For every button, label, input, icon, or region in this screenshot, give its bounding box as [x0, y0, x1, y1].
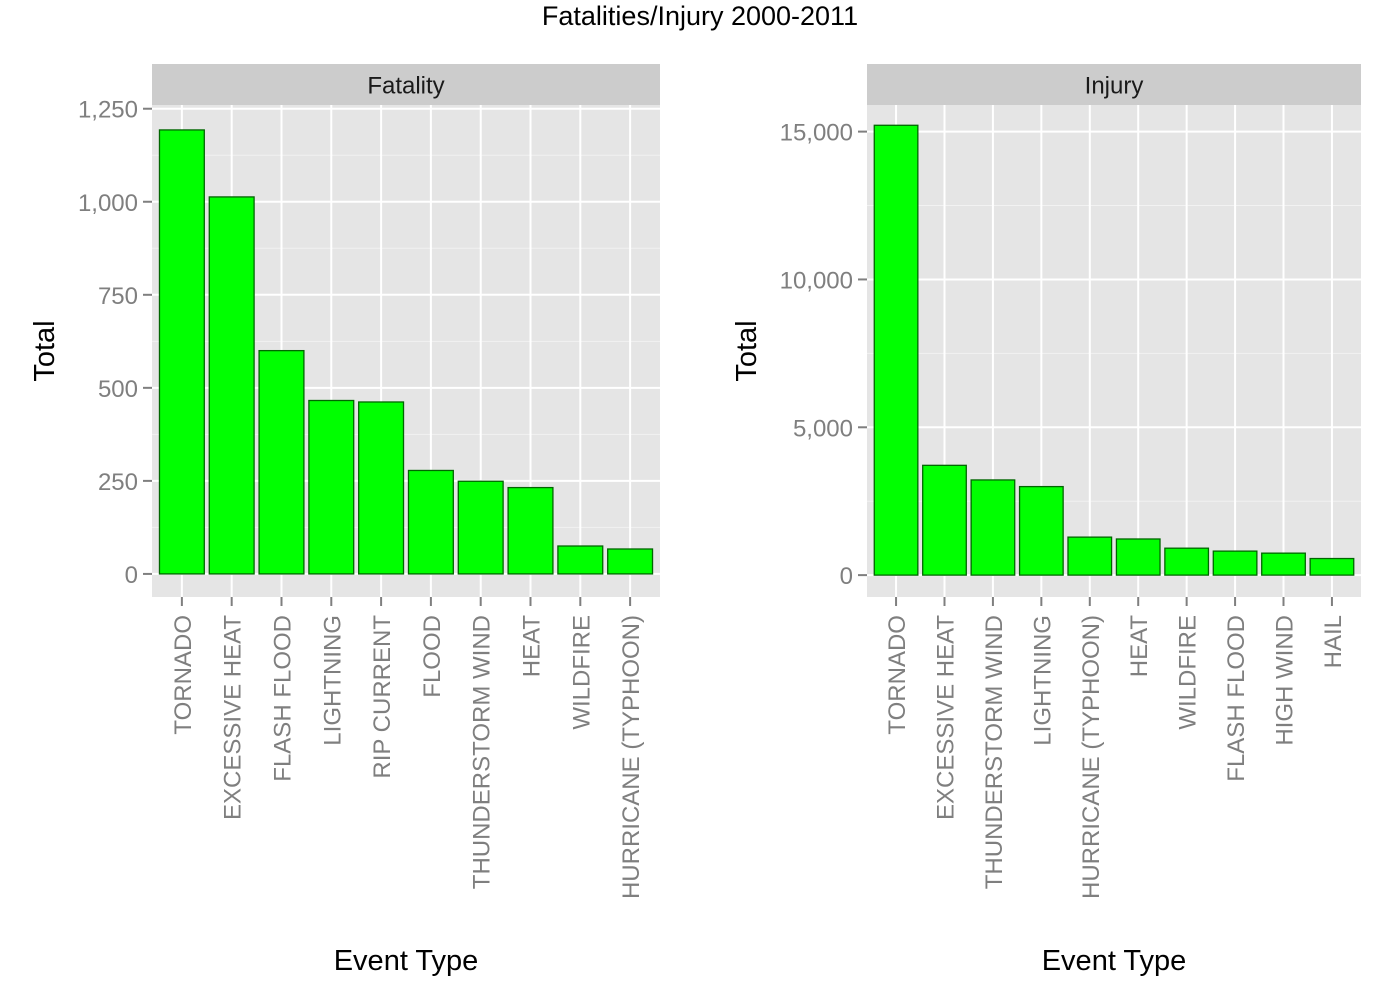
x-tick-label: HAIL	[1320, 615, 1347, 668]
bar-flood	[407, 469, 454, 575]
facet-strip	[867, 64, 1361, 105]
y-tick-label: 1,250	[78, 97, 138, 124]
injury-panel: 0 5,000 10,000 15,000 Injury TORNADO EXCESSIVE…	[731, 64, 1361, 977]
y-tick-label: 1,000	[78, 190, 138, 217]
y-tick-label: 0	[125, 562, 138, 589]
bar-thunderstorm-wind	[970, 479, 1016, 576]
y-tick-label: 15,000	[780, 120, 853, 147]
x-tick-label: EXCESSIVE HEAT	[220, 615, 247, 820]
x-tick-label: WILDFIRE	[568, 615, 595, 730]
bar-hail	[1309, 557, 1355, 576]
bar-wildfire	[557, 545, 604, 575]
y-tick-label: 0	[840, 563, 853, 590]
x-tick-label: LIGHTNING	[319, 615, 346, 746]
y-tick-label: 750	[98, 283, 138, 310]
bar-hurricane-typhoon	[1067, 536, 1113, 576]
facet-label: Injury	[1085, 73, 1144, 100]
bar-excessive-heat	[208, 196, 255, 575]
x-tick-label: THUNDERSTORM WIND	[469, 615, 496, 889]
x-tick-label: FLASH FLOOD	[1223, 615, 1250, 782]
x-tick-label: HIGH WIND	[1272, 615, 1299, 746]
x-axis-title: Event Type	[1042, 945, 1187, 977]
x-axis-title: Event Type	[334, 945, 479, 977]
bar-lightning	[1018, 485, 1064, 576]
bar-heat	[1115, 538, 1161, 576]
bar-high-wind	[1261, 552, 1306, 576]
bar-hurricane-typhoon	[607, 548, 654, 575]
x-tick-label: FLOOD	[419, 615, 446, 698]
x-tick-label: THUNDERSTORM WIND	[981, 615, 1008, 889]
bar-excessive-heat	[922, 464, 967, 576]
bar-flash-flood	[1212, 550, 1258, 576]
chart-title: Fatalities/Injury 2000-2011	[541, 1, 859, 31]
y-axis-title: Total	[29, 320, 61, 381]
x-tick-label: TORNADO	[884, 615, 911, 735]
bar-flash-flood	[258, 349, 305, 575]
x-tick-label: RIP CURRENT	[369, 615, 396, 779]
bar-thunderstorm-wind	[457, 480, 504, 575]
bar-wildfire	[1164, 547, 1210, 576]
x-tick-label: EXCESSIVE HEAT	[932, 615, 959, 820]
bar-tornado	[873, 124, 919, 576]
y-tick-label: 10,000	[780, 267, 853, 294]
y-tick-label: 500	[98, 376, 138, 403]
bar-rip-current	[358, 401, 405, 575]
x-tick-label: HEAT	[519, 615, 546, 678]
y-tick-label: 5,000	[793, 415, 853, 442]
bar-lightning	[308, 399, 355, 575]
fatality-panel: 0 250 500 750 1,000 1,250 Fatality TORNADO EXCES…	[29, 64, 660, 977]
x-tick-label: LIGHTNING	[1029, 615, 1056, 746]
x-tick-label: FLASH FLOOD	[269, 615, 296, 782]
y-tick-label: 250	[98, 469, 138, 496]
bar-heat	[507, 486, 554, 575]
x-tick-label: TORNADO	[170, 615, 197, 735]
x-tick-label: HEAT	[1126, 615, 1153, 678]
bar-tornado	[158, 129, 205, 575]
x-tick-label: HURRICANE (TYPHOON)	[618, 615, 645, 899]
facet-strip	[152, 64, 660, 105]
y-axis-title: Total	[731, 320, 763, 381]
x-tick-label: HURRICANE (TYPHOON)	[1078, 615, 1105, 899]
facet-label: Fatality	[367, 73, 444, 100]
x-tick-label: WILDFIRE	[1175, 615, 1202, 730]
